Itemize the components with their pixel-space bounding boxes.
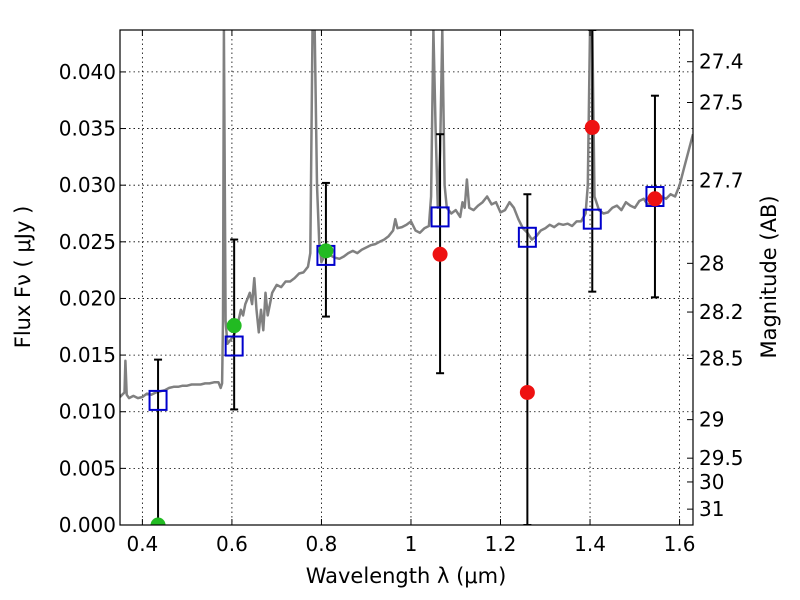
observed-flux-point [647,191,663,207]
y-tick-label: 0.030 [59,173,116,197]
observed-flux-point [226,318,242,334]
plot-area [120,30,693,525]
mag-tick-label: 28 [699,251,724,275]
observed-flux-point [150,517,166,525]
y-tick-label: 0.020 [59,286,116,310]
mag-tick-label: 27.4 [699,50,744,74]
observed-flux-point [519,384,535,400]
x-axis-label: Wavelength λ (μm) [306,564,507,588]
y-tick-label: 0.000 [59,513,116,537]
model-flux-square [582,208,602,230]
plot-frame [119,29,694,526]
y-tick-label: 0.010 [59,400,116,424]
mag-tick-label: 31 [699,497,724,521]
model-flux-square [517,226,537,248]
observed-flux-point [584,119,600,135]
observed-flux-point [432,246,448,262]
mag-tick-label: 27.7 [699,169,744,193]
y-tick-label: 0.035 [59,117,116,141]
y-axis-label-right: Magnitude (AB) [757,195,781,358]
y-tick-label: 0.005 [59,456,116,480]
mag-tick-label: 29.5 [699,446,744,470]
x-tick-label: 1 [405,532,418,556]
mag-tick-label: 29 [699,408,724,432]
x-tick-label: 0.4 [126,532,158,556]
mag-tick-label: 28.2 [699,300,744,324]
y-tick-label: 0.040 [59,60,116,84]
x-tick-label: 0.6 [216,532,248,556]
y-tick-label: 0.025 [59,230,116,254]
axis-ticks: 0.4 0.6 0.8 1 1.2 1.4 1.6 0.000 0.005 0.010 0.015 0… [59,30,744,556]
x-tick-label: 1.6 [664,532,696,556]
observed-flux-point [318,243,334,259]
spectrum-line [120,30,693,400]
x-tick-label: 1.4 [574,532,606,556]
model-flux-square [430,206,450,228]
x-tick-label: 0.8 [306,532,338,556]
grid [120,30,693,526]
model-flux-square [148,389,168,411]
x-tick-label: 1.2 [485,532,517,556]
y-axis-label-left: Flux Fν ( μJy ) [11,206,35,349]
mag-tick-label: 27.5 [699,90,744,114]
mag-tick-label: 30 [699,470,724,494]
y-tick-label: 0.015 [59,343,116,367]
mag-tick-label: 28.5 [699,346,744,370]
model-flux-square [224,335,244,357]
